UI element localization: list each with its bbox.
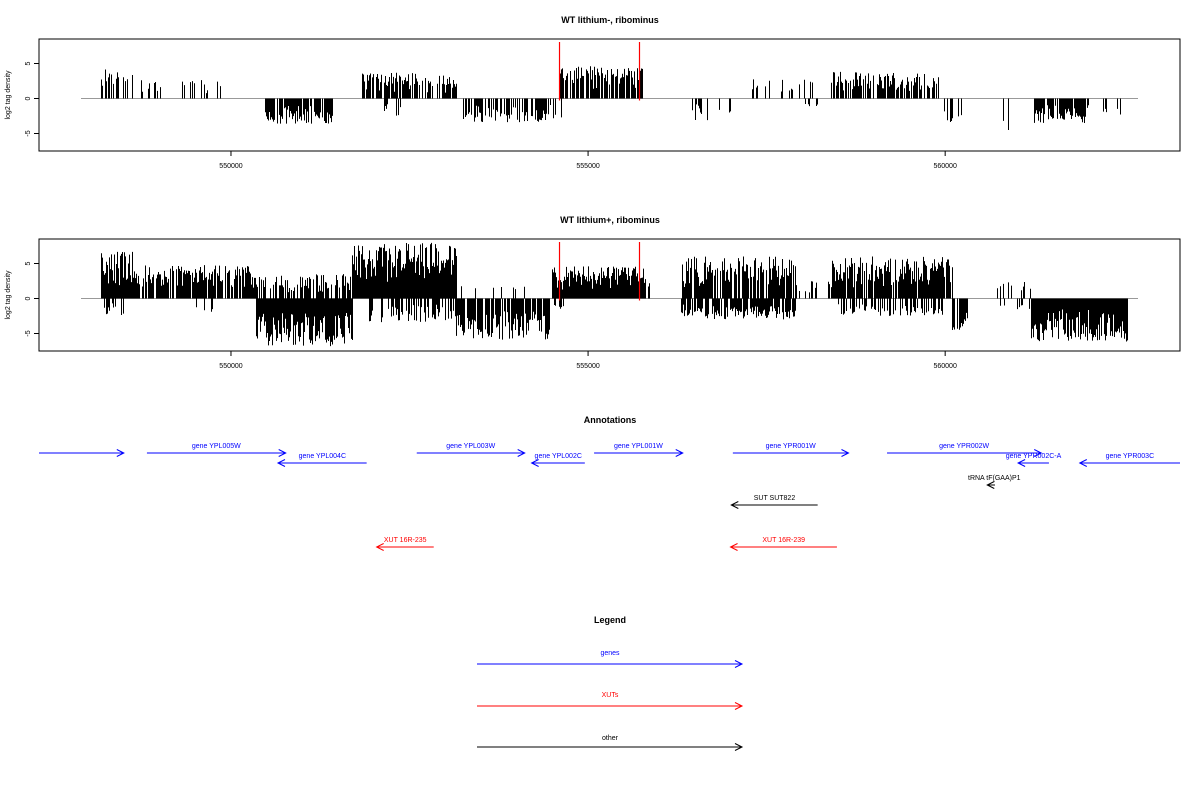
feature-label: XUT 16R-239 bbox=[762, 537, 805, 544]
x-tick-label: 560000 bbox=[933, 163, 956, 170]
legend-panel: Legend genes XUTs other bbox=[477, 615, 744, 751]
bar-layer bbox=[81, 242, 1138, 347]
annotation-features: gene YPL005W gene YPL004C gene YPL003W gene… bbox=[39, 443, 1180, 551]
feature-label: gene YPL003W bbox=[446, 443, 495, 450]
annotation-feature: XUT 16R-235 bbox=[375, 537, 434, 551]
feature-label: gene YPR002C-A bbox=[1006, 453, 1062, 460]
panel-title: WT lithium+, ribominus bbox=[560, 215, 660, 225]
panel-title: WT lithium-, ribominus bbox=[561, 15, 659, 25]
annotation-feature: gene YPL002C bbox=[530, 453, 585, 467]
annotation-feature: gene YPR001W bbox=[732, 443, 850, 457]
x-tick-label: 560000 bbox=[933, 363, 956, 370]
arrow-head-icon bbox=[730, 501, 739, 509]
plot-frame bbox=[38, 38, 1181, 152]
arrow-head-icon bbox=[734, 660, 744, 668]
annotation-feature: SUT SUT822 bbox=[730, 495, 818, 509]
annotation-feature: gene YPR002C-A bbox=[1006, 453, 1062, 467]
annotation-feature: gene YPL004C bbox=[276, 453, 367, 467]
annotation-feature: gene YPR002W bbox=[887, 443, 1043, 457]
feature-label: gene YPR002W bbox=[939, 443, 989, 450]
legend-item-xuts: XUTs bbox=[477, 692, 744, 710]
marker-layer bbox=[558, 42, 641, 101]
y-axis-label: log2 tag density bbox=[5, 70, 12, 120]
annotation-feature bbox=[39, 449, 125, 457]
arrow-head-icon bbox=[1016, 459, 1026, 467]
feature-label: gene YPL004C bbox=[299, 453, 346, 460]
arrow-head-icon bbox=[986, 481, 995, 489]
feature-label: gene YPL005W bbox=[192, 443, 241, 450]
arrow-head-icon bbox=[530, 459, 539, 467]
axes: -5 0 5 550000 555000 560000 bbox=[25, 61, 957, 170]
legend-title: Legend bbox=[594, 615, 626, 625]
annotation-feature: gene YPL005W bbox=[146, 443, 287, 457]
arrow-head-icon bbox=[278, 449, 287, 457]
annotation-feature: tRNA tF(GAA)P1 bbox=[968, 475, 1021, 489]
feature-label: XUT 16R-235 bbox=[384, 537, 427, 544]
arrow-head-icon bbox=[116, 449, 125, 457]
bar-layer bbox=[81, 66, 1138, 130]
annotation-feature: gene YPL001W bbox=[594, 443, 684, 457]
y-tick-label: 0 bbox=[25, 96, 32, 100]
track-panel-2: WT lithium+, ribominus log2 tag density … bbox=[5, 215, 1181, 370]
y-tick-label: -5 bbox=[25, 130, 32, 136]
arrow-head-icon bbox=[276, 459, 286, 467]
axes: -5 0 5 550000 555000 560000 bbox=[25, 261, 957, 370]
y-tick-label: 5 bbox=[25, 61, 32, 65]
y-tick-label: 5 bbox=[25, 261, 32, 265]
legend-label: genes bbox=[600, 650, 620, 657]
y-axis-label: log2 tag density bbox=[5, 270, 12, 320]
arrow-head-icon bbox=[734, 702, 744, 710]
x-tick-label: 550000 bbox=[219, 363, 242, 370]
y-tick-label: -5 bbox=[25, 330, 32, 336]
feature-label: gene YPR003C bbox=[1106, 453, 1155, 460]
track-panel-1: WT lithium-, ribominus log2 tag density … bbox=[5, 15, 1181, 170]
arrow-head-icon bbox=[729, 543, 738, 551]
feature-label: SUT SUT822 bbox=[754, 495, 796, 502]
arrow-head-icon bbox=[841, 449, 850, 457]
annotation-feature: gene YPL003W bbox=[416, 443, 526, 457]
annotation-feature: gene YPR003C bbox=[1078, 453, 1180, 467]
legend-item-genes: genes bbox=[477, 650, 744, 668]
legend-label: other bbox=[602, 735, 619, 742]
x-tick-label: 555000 bbox=[576, 363, 599, 370]
annotation-feature: XUT 16R-239 bbox=[729, 537, 837, 551]
feature-label: gene YPL001W bbox=[614, 443, 663, 450]
feature-label: tRNA tF(GAA)P1 bbox=[968, 475, 1021, 482]
annotations-title: Annotations bbox=[584, 415, 637, 425]
plot-frame bbox=[38, 238, 1181, 352]
legend-label: XUTs bbox=[602, 692, 619, 699]
x-tick-label: 555000 bbox=[576, 163, 599, 170]
feature-label: gene YPL002C bbox=[535, 453, 582, 460]
legend-item-other: other bbox=[477, 735, 744, 751]
arrow-head-icon bbox=[375, 543, 384, 551]
arrow-head-icon bbox=[1034, 449, 1043, 457]
feature-label: gene YPR001W bbox=[766, 443, 816, 450]
x-tick-label: 550000 bbox=[219, 163, 242, 170]
arrow-head-icon bbox=[517, 449, 526, 457]
arrow-head-icon bbox=[675, 449, 684, 457]
marker-layer bbox=[558, 242, 641, 301]
y-tick-label: 0 bbox=[25, 296, 32, 300]
arrow-head-icon bbox=[734, 743, 744, 751]
arrow-head-icon bbox=[1078, 459, 1088, 467]
